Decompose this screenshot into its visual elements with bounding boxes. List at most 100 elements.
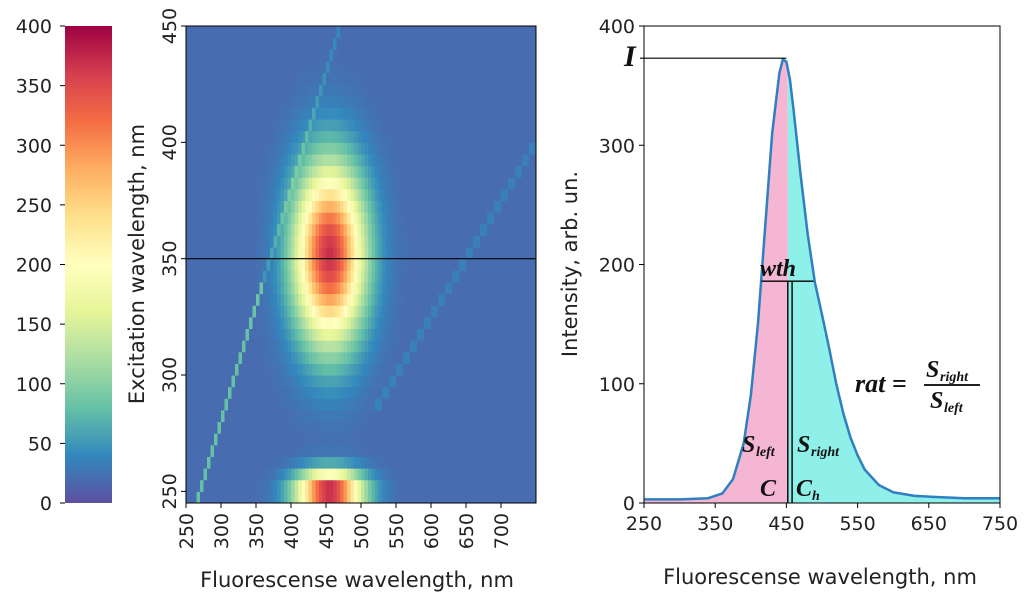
heatmap-cell bbox=[378, 456, 383, 469]
heatmap-cell bbox=[312, 363, 316, 376]
heatmap-cell bbox=[347, 316, 351, 329]
heatmap-cell bbox=[315, 398, 320, 411]
heatmap-cell bbox=[501, 95, 505, 108]
heatmap-cell bbox=[396, 409, 400, 423]
heatmap-cell bbox=[518, 200, 523, 213]
heatmap-cell bbox=[329, 72, 334, 85]
heatmap-cell bbox=[487, 84, 491, 97]
heatmap-cell bbox=[511, 165, 516, 178]
heatmap-cell bbox=[368, 177, 372, 190]
heatmap-cell bbox=[438, 119, 442, 132]
heatmap-cell bbox=[333, 340, 337, 353]
heatmap-cell bbox=[266, 165, 271, 178]
heatmap-cell bbox=[326, 491, 330, 503]
heatmap-cell bbox=[483, 49, 488, 62]
heatmap-cell bbox=[336, 363, 341, 376]
heatmap-cell bbox=[459, 305, 463, 318]
heatmap-cell bbox=[473, 37, 477, 50]
heatmap-cell bbox=[354, 37, 358, 50]
heatmap-cell bbox=[438, 386, 442, 399]
heatmap-cell bbox=[515, 223, 519, 236]
heatmap-cell bbox=[406, 386, 411, 399]
heatmap-cell bbox=[413, 84, 418, 97]
heatmap-cell bbox=[252, 328, 257, 341]
heatmap-cell bbox=[333, 491, 337, 503]
heatmap-cell bbox=[410, 328, 414, 341]
heatmap-cell bbox=[221, 72, 225, 85]
heatmap-cell bbox=[329, 281, 334, 295]
heatmap-cell bbox=[238, 468, 243, 481]
heatmap-cell bbox=[494, 293, 498, 306]
heatmap-cell bbox=[210, 409, 215, 423]
heatmap-cell bbox=[319, 398, 323, 411]
heatmap-cell bbox=[378, 444, 383, 457]
heatmap-cell bbox=[203, 375, 208, 388]
heatmap-cell bbox=[315, 351, 320, 364]
heatmap-cell bbox=[273, 340, 278, 353]
heatmap-cell bbox=[287, 212, 292, 225]
heatmap-cell bbox=[196, 153, 201, 167]
heatmap-cell bbox=[445, 305, 449, 318]
heatmap-cell bbox=[336, 247, 341, 260]
heatmap-cell bbox=[522, 26, 526, 39]
heatmap-cell bbox=[466, 456, 470, 469]
heatmap-cell bbox=[193, 84, 197, 97]
heatmap-cell bbox=[455, 49, 460, 62]
heatmap-cell bbox=[375, 165, 379, 178]
heatmap-cell bbox=[291, 421, 295, 434]
heatmap-cell bbox=[336, 328, 341, 341]
heatmap-cell bbox=[207, 49, 211, 62]
heatmap-cell bbox=[480, 72, 484, 85]
heatmap-cell bbox=[291, 235, 295, 248]
heatmap-cell bbox=[455, 153, 460, 167]
heatmap-cell bbox=[336, 281, 341, 295]
heatmap-cell bbox=[417, 95, 421, 108]
heatmap-cell bbox=[378, 293, 383, 306]
heatmap-cell bbox=[494, 84, 498, 97]
heatmap-cell bbox=[508, 60, 512, 74]
svg-text:S: S bbox=[926, 357, 939, 383]
heatmap-cell bbox=[487, 386, 491, 399]
heatmap-cell bbox=[462, 444, 467, 457]
heatmap-cell bbox=[389, 200, 393, 213]
heatmap-cell bbox=[487, 165, 491, 178]
heatmap-cell bbox=[508, 386, 512, 399]
heatmap-cell bbox=[364, 421, 369, 434]
heatmap-cell bbox=[242, 60, 246, 74]
heatmap-cell bbox=[270, 258, 274, 271]
heatmap-cell bbox=[480, 375, 484, 388]
heatmap-cell bbox=[326, 130, 330, 143]
heatmap-cell bbox=[511, 223, 516, 236]
heatmap-cell bbox=[378, 398, 383, 411]
heatmap-y-tick-label: 450 bbox=[159, 8, 181, 44]
heatmap-cell bbox=[200, 223, 204, 236]
heatmap-cell bbox=[420, 107, 425, 120]
heatmap-cell bbox=[396, 37, 400, 50]
heatmap-cell bbox=[385, 281, 390, 295]
heatmap-cell bbox=[221, 305, 225, 318]
heatmap-cell bbox=[483, 340, 488, 353]
heatmap-cell bbox=[455, 479, 460, 492]
heatmap-cell bbox=[333, 316, 337, 329]
heatmap-cell bbox=[438, 433, 442, 446]
heatmap-cell bbox=[245, 293, 250, 306]
heatmap-cell bbox=[364, 351, 369, 364]
heatmap-cell bbox=[529, 200, 533, 213]
heatmap-cell bbox=[294, 433, 299, 446]
heatmap-cell bbox=[413, 444, 418, 457]
heatmap-cell bbox=[354, 247, 358, 260]
heatmap-cell bbox=[473, 119, 477, 132]
heatmap-cell bbox=[462, 200, 467, 213]
heatmap-cell bbox=[217, 421, 222, 434]
heatmap-cell bbox=[462, 398, 467, 411]
heatmap-cell bbox=[228, 26, 232, 39]
heatmap-cell bbox=[189, 26, 194, 39]
heatmap-cell bbox=[235, 26, 239, 39]
heatmap-cell bbox=[200, 421, 204, 434]
heatmap-x-tick-label: 600 bbox=[421, 513, 443, 549]
heatmap-cell bbox=[280, 200, 285, 213]
heatmap-cell bbox=[494, 421, 498, 434]
heatmap-cell bbox=[410, 456, 414, 469]
heatmap-cell bbox=[249, 444, 253, 457]
heatmap-cell bbox=[249, 153, 253, 167]
